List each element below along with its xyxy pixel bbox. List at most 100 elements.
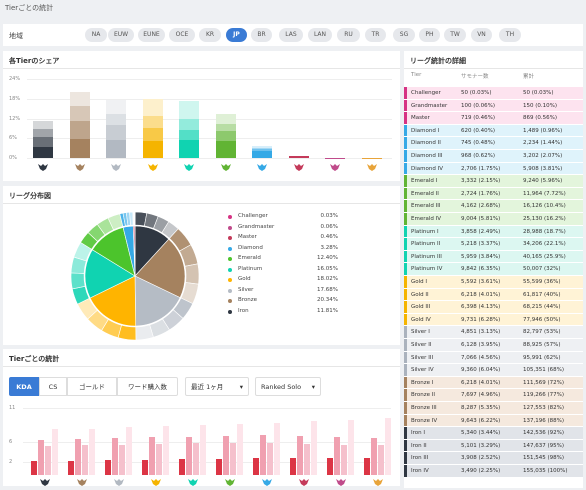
table-row[interactable]: Diamond III 968 (0.62%) 3,202 (2.07%) [404, 150, 583, 163]
stat-bar[interactable] [311, 421, 317, 475]
share-bar-segment[interactable] [69, 120, 90, 139]
region-option-las[interactable]: LAS [279, 28, 303, 42]
region-option-vn[interactable]: VN [471, 28, 492, 42]
region-option-ru[interactable]: RU [337, 28, 360, 42]
stat-bar[interactable] [163, 426, 169, 475]
region-option-sg[interactable]: SG [393, 28, 415, 42]
table-row[interactable]: Platinum IV 9,842 (6.35%) 50,007 (32%) [404, 263, 583, 276]
stat-bar[interactable] [385, 418, 391, 475]
region-option-tr[interactable]: TR [365, 28, 386, 42]
stat-bar[interactable] [267, 443, 273, 475]
table-row[interactable]: Silver IV 9,360 (6.04%) 105,351 (68%) [404, 364, 583, 377]
stat-bar[interactable] [230, 442, 236, 475]
table-row[interactable]: Master 719 (0.46%) 869 (0.56%) [404, 112, 583, 125]
stat-bar[interactable] [371, 437, 377, 475]
share-bar-segment[interactable] [215, 131, 236, 141]
stat-bar[interactable] [38, 439, 44, 475]
table-row[interactable]: Iron I 5,340 (3.44%) 142,536 (92%) [404, 427, 583, 440]
share-bar-segment[interactable] [179, 129, 199, 141]
stat-bar[interactable] [216, 458, 222, 475]
pie-ring-platinum[interactable] [70, 272, 86, 290]
stat-bar[interactable] [52, 429, 58, 475]
stat-bar[interactable] [149, 437, 155, 475]
legend-item[interactable]: Silver 17.68% [228, 287, 338, 296]
table-row[interactable]: Emerald II 2,724 (1.76%) 11,964 (7.72%) [404, 187, 583, 201]
stat-bar[interactable] [45, 445, 51, 475]
share-bar-segment[interactable] [33, 136, 53, 147]
region-option-lan[interactable]: LAN [308, 28, 332, 42]
share-bar-segment[interactable] [69, 92, 90, 106]
table-row[interactable]: Diamond IV 2,706 (1.75%) 5,908 (3.81%) [404, 162, 583, 176]
table-row[interactable]: Gold III 6,398 (4.13%) 68,215 (44%) [404, 301, 583, 314]
region-option-br[interactable]: BR [251, 28, 272, 42]
share-bar-segment[interactable] [252, 151, 272, 158]
region-option-tw[interactable]: TW [444, 28, 466, 42]
table-row[interactable]: Silver I 4,851 (3.13%) 82,797 (53%) [404, 326, 583, 339]
table-row[interactable]: Grandmaster 100 (0.06%) 150 (0.10%) [404, 99, 583, 113]
share-bar-segment[interactable] [69, 138, 90, 158]
region-option-kr[interactable]: KR [199, 28, 221, 42]
share-bar-segment[interactable] [252, 146, 272, 148]
share-bar-segment[interactable] [179, 140, 199, 158]
stat-bar[interactable] [31, 460, 37, 475]
tab-kda[interactable]: KDA [9, 377, 39, 396]
stat-bar[interactable] [112, 438, 118, 475]
stat-bar[interactable] [260, 435, 266, 475]
share-bar-segment[interactable] [179, 101, 199, 120]
share-bar-segment[interactable] [142, 116, 163, 128]
share-bar-segment[interactable] [215, 113, 236, 125]
stat-bar[interactable] [378, 445, 384, 475]
stat-bar[interactable] [274, 423, 280, 475]
share-bar-segment[interactable] [106, 140, 126, 158]
share-bar-segment[interactable] [33, 120, 53, 130]
legend-item[interactable]: Iron 11.81% [228, 308, 338, 317]
stat-bar[interactable] [75, 439, 81, 475]
legend-item[interactable]: Gold 18.02% [228, 276, 338, 285]
stat-bar[interactable] [348, 420, 354, 475]
share-bar-segment[interactable] [361, 157, 382, 159]
table-row[interactable]: Emerald I 3,332 (2.15%) 9,240 (5.96%) [404, 175, 583, 188]
table-row[interactable]: Platinum II 5,218 (3.37%) 34,206 (22.1%) [404, 238, 583, 251]
table-row[interactable]: Bronze II 7,697 (4.96%) 119,266 (77%) [404, 389, 583, 402]
table-row[interactable]: Iron III 3,908 (2.52%) 151,545 (98%) [404, 452, 583, 465]
share-bar-segment[interactable] [142, 127, 163, 142]
stat-bar[interactable] [290, 457, 296, 475]
region-option-jp[interactable]: JP [226, 28, 247, 42]
stat-bar[interactable] [237, 424, 243, 475]
share-bar-segment[interactable] [33, 146, 53, 158]
stat-bar[interactable] [304, 443, 310, 475]
table-row[interactable]: Bronze IV 9,643 (6.22%) 137,196 (88%) [404, 414, 583, 428]
share-bar-segment[interactable] [142, 141, 163, 158]
table-row[interactable]: Bronze I 6,218 (4.01%) 111,569 (72%) [404, 376, 583, 390]
stat-bar[interactable] [186, 436, 192, 475]
table-row[interactable]: Iron II 5,101 (3.29%) 147,637 (95%) [404, 439, 583, 453]
legend-item[interactable]: Diamond 3.28% [228, 245, 338, 254]
period-dropdown[interactable]: 最近 1ヶ月 ▾ [185, 377, 249, 396]
legend-item[interactable]: Platinum 16.05% [228, 266, 338, 275]
region-option-euw[interactable]: EUW [108, 28, 134, 42]
share-bar-segment[interactable] [252, 147, 272, 150]
stat-bar[interactable] [156, 443, 162, 475]
table-row[interactable]: Gold II 6,218 (4.01%) 61,817 (40%) [404, 288, 583, 302]
share-bar-segment[interactable] [179, 119, 199, 130]
pie-ring-bronze[interactable] [184, 263, 200, 285]
table-row[interactable]: Challenger 50 (0.03%) 50 (0.03%) [404, 87, 583, 100]
stat-bar[interactable] [105, 460, 111, 475]
stat-bar[interactable] [179, 459, 185, 475]
region-option-ph[interactable]: PH [419, 28, 440, 42]
stat-bar[interactable] [297, 436, 303, 475]
stat-bar[interactable] [89, 428, 95, 475]
share-bar-segment[interactable] [252, 149, 272, 152]
share-bar-segment[interactable] [142, 98, 163, 117]
table-row[interactable]: Emerald IV 9,004 (5.81%) 25,130 (16.2%) [404, 213, 583, 226]
stat-bar[interactable] [364, 457, 370, 475]
share-bar-segment[interactable] [106, 113, 126, 126]
stat-bar[interactable] [82, 445, 88, 475]
table-row[interactable]: Diamond I 620 (0.40%) 1,489 (0.96%) [404, 124, 583, 138]
stat-bar[interactable] [142, 459, 148, 475]
tab-cs[interactable]: CS [39, 377, 67, 396]
share-bar-segment[interactable] [69, 105, 90, 121]
table-row[interactable]: Emerald III 4,162 (2.68%) 16,126 (10.4%) [404, 200, 583, 213]
legend-item[interactable]: Master 0.46% [228, 234, 338, 243]
table-row[interactable]: Silver III 7,066 (4.56%) 95,991 (62%) [404, 351, 583, 365]
